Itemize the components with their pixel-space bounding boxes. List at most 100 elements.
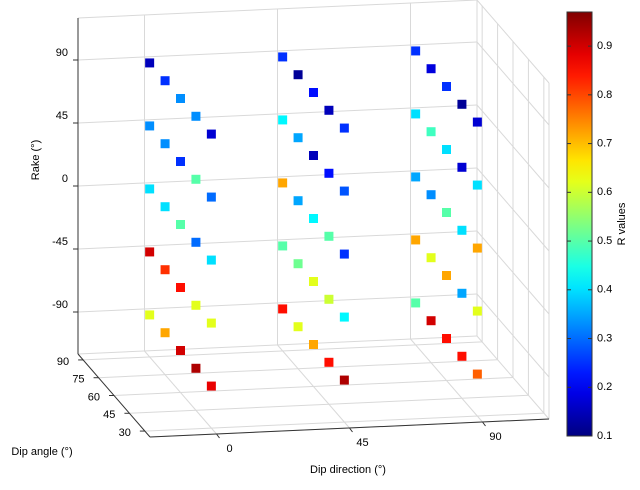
point [278, 178, 288, 188]
y-tick-label: 30 [119, 427, 131, 439]
grid-line [77, 293, 478, 313]
point [145, 247, 155, 257]
point [176, 220, 185, 229]
point [442, 334, 451, 343]
point [339, 249, 349, 259]
point [472, 117, 482, 127]
grid-line [144, 412, 544, 432]
grid-line [476, 41, 550, 126]
grid-line [476, 167, 550, 252]
grid-line [77, 230, 478, 250]
colorbar-tick-label: 0.7 [597, 137, 612, 149]
z-tick-label: -45 [52, 236, 68, 248]
point [472, 243, 482, 253]
colorbar-tick-label: 0.8 [597, 89, 612, 101]
point [145, 184, 155, 194]
point [309, 214, 318, 223]
point [278, 52, 288, 62]
point [339, 123, 349, 133]
point [442, 208, 451, 217]
z-tick-label: 90 [56, 47, 68, 59]
x-tick [216, 433, 220, 439]
colorbar-tick-label: 0.2 [597, 381, 612, 393]
x-tick-label: 90 [489, 431, 501, 443]
grid-line [77, 104, 478, 124]
point [426, 190, 436, 200]
point [191, 111, 201, 121]
point [472, 306, 482, 316]
point [145, 58, 155, 68]
grid-line [476, 230, 550, 315]
x-tick [349, 427, 353, 433]
point [191, 174, 201, 184]
point [293, 322, 303, 332]
grid-line [98, 359, 498, 379]
point [191, 300, 201, 310]
point [442, 271, 451, 280]
point [442, 145, 451, 154]
point [176, 346, 185, 355]
z-tick-label: 45 [56, 110, 68, 122]
y-tick-label: 45 [103, 409, 115, 421]
colorbar-tick-label: 0.4 [597, 284, 612, 296]
point [293, 259, 303, 269]
point [457, 99, 467, 109]
point [160, 265, 170, 275]
point [145, 121, 155, 131]
colorbar [566, 11, 593, 437]
point [278, 115, 288, 125]
grid-line [129, 394, 529, 414]
point [457, 288, 467, 298]
y-tick-label: 75 [72, 374, 84, 386]
point [324, 231, 334, 241]
point [145, 310, 155, 320]
point [426, 64, 436, 74]
point [411, 109, 421, 119]
point [309, 340, 318, 349]
point [176, 94, 185, 103]
colorbar-tick-label: 0.3 [597, 332, 612, 344]
x-tick-label: 45 [356, 437, 368, 449]
grid-line [77, 41, 478, 61]
point [324, 357, 334, 367]
point [278, 241, 288, 251]
point [309, 277, 318, 286]
point [206, 192, 216, 202]
z-tick-label: -90 [52, 299, 68, 311]
point [411, 172, 421, 182]
point [293, 196, 303, 206]
point [206, 255, 216, 265]
colorbar-label: R values [616, 202, 628, 245]
x-tick-label: 0 [226, 443, 232, 455]
grid-line [77, 167, 478, 187]
y-tick-label: 60 [88, 391, 100, 403]
point [206, 129, 216, 139]
z-axis-label: Rake (°) [30, 140, 42, 180]
point [339, 375, 349, 385]
point [176, 283, 185, 292]
grid-line [476, 293, 550, 378]
point [160, 202, 170, 212]
point [191, 363, 201, 373]
y-tick-label: 90 [57, 356, 69, 368]
colorbar-tick-label: 0.6 [597, 186, 612, 198]
grid-line [83, 341, 483, 361]
point [293, 133, 303, 143]
point [472, 180, 482, 190]
x-axis-label: Dip direction (°) [310, 464, 386, 476]
y-axis-label: Dip angle (°) [11, 446, 72, 458]
point [472, 369, 482, 379]
point [457, 351, 467, 361]
colorbar-tick-label: 0.9 [597, 40, 612, 52]
point [324, 105, 334, 115]
point [457, 162, 467, 172]
point [411, 235, 421, 245]
point [426, 316, 436, 326]
point [160, 139, 170, 149]
point [426, 127, 436, 137]
point [160, 76, 170, 86]
point [278, 304, 288, 314]
point [324, 294, 334, 304]
